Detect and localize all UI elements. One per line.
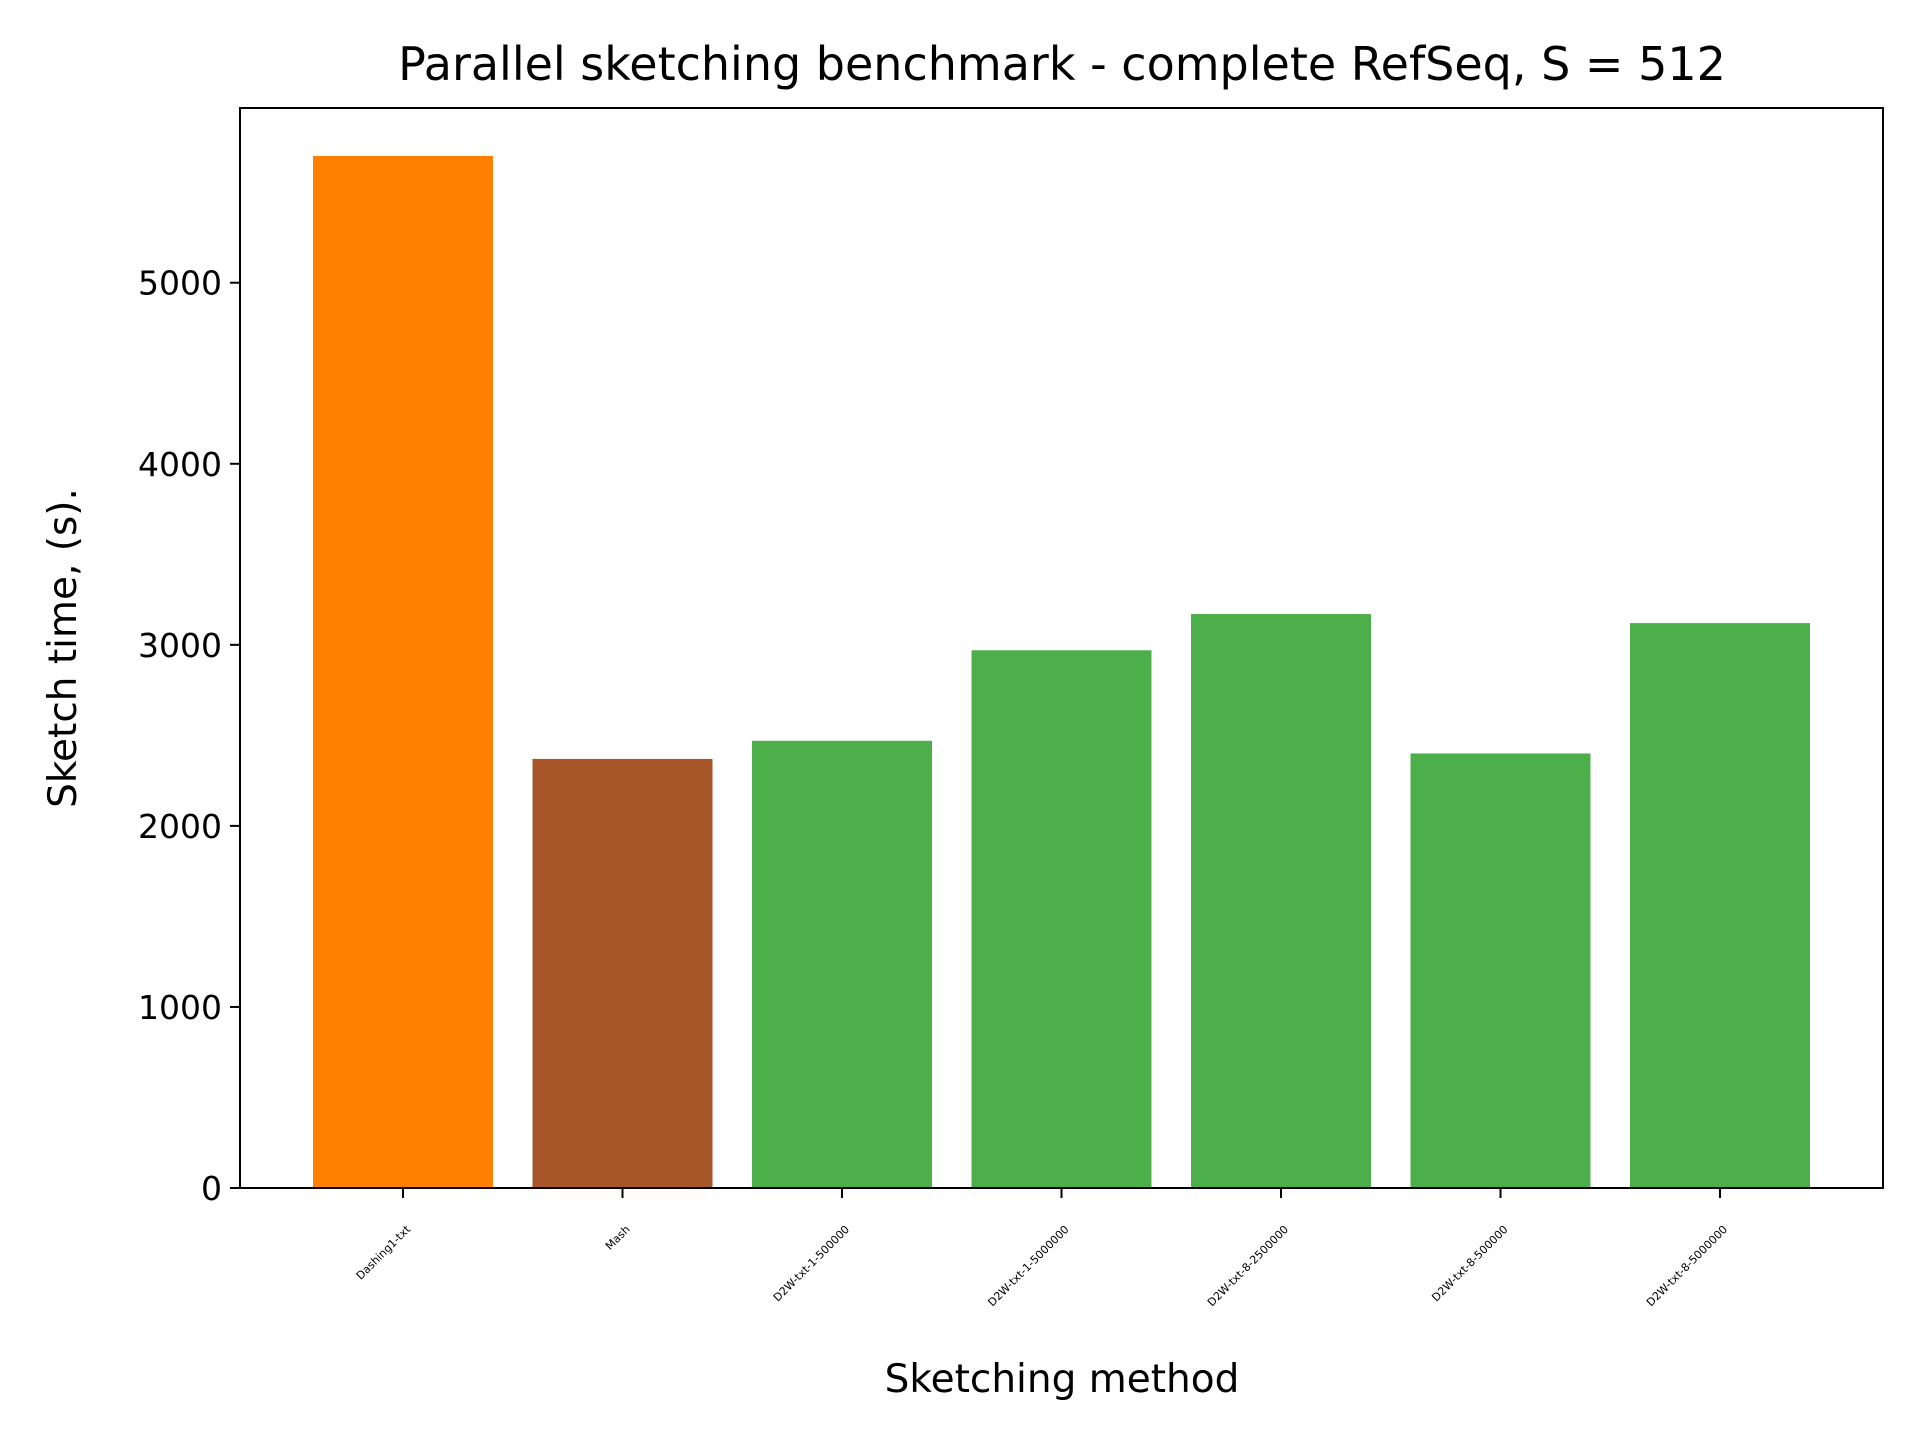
x-tick-label-5: D2W-txt-8-500000	[1429, 1223, 1510, 1304]
x-tick-label-4: D2W-txt-8-2500000	[1205, 1223, 1291, 1309]
bar-5	[1410, 753, 1591, 1188]
y-tick-label-0: 0	[201, 1169, 222, 1208]
bar-4	[1191, 614, 1371, 1188]
bar-1	[532, 758, 713, 1188]
y-tick-label-5: 5000	[138, 264, 222, 303]
x-tick-label-3: D2W-txt-1-5000000	[985, 1223, 1071, 1309]
y-tick-label-3: 3000	[138, 626, 222, 665]
bars-group	[313, 155, 1810, 1189]
chart-title: Parallel sketching benchmark - complete …	[398, 37, 1726, 91]
plot-frame	[239, 107, 1884, 1189]
x-tick-label-6: D2W-txt-8-5000000	[1644, 1223, 1730, 1309]
bar-2	[752, 740, 932, 1188]
x-axis-label: Sketching method	[885, 1357, 1240, 1402]
y-tick-label-1: 1000	[138, 988, 222, 1027]
y-tick-label-4: 4000	[138, 445, 222, 484]
x-tick-label-0: Dashing1-txt	[354, 1222, 414, 1282]
x-tick-label-2: D2W-txt-1-500000	[771, 1223, 852, 1304]
bar-3	[971, 650, 1152, 1188]
bar-0	[313, 155, 493, 1189]
y-axis-label: Sketch time, (s).	[41, 488, 86, 808]
y-axis: 0 1000 2000 3000 4000 5000	[138, 264, 240, 1208]
bar-6	[1630, 623, 1810, 1188]
y-tick-label-2: 2000	[138, 807, 222, 846]
x-axis: Dashing1-txt Mash D2W-txt-1-500000 D2W-txt-…	[354, 1188, 1730, 1309]
x-tick-label-1: Mash	[603, 1223, 633, 1253]
